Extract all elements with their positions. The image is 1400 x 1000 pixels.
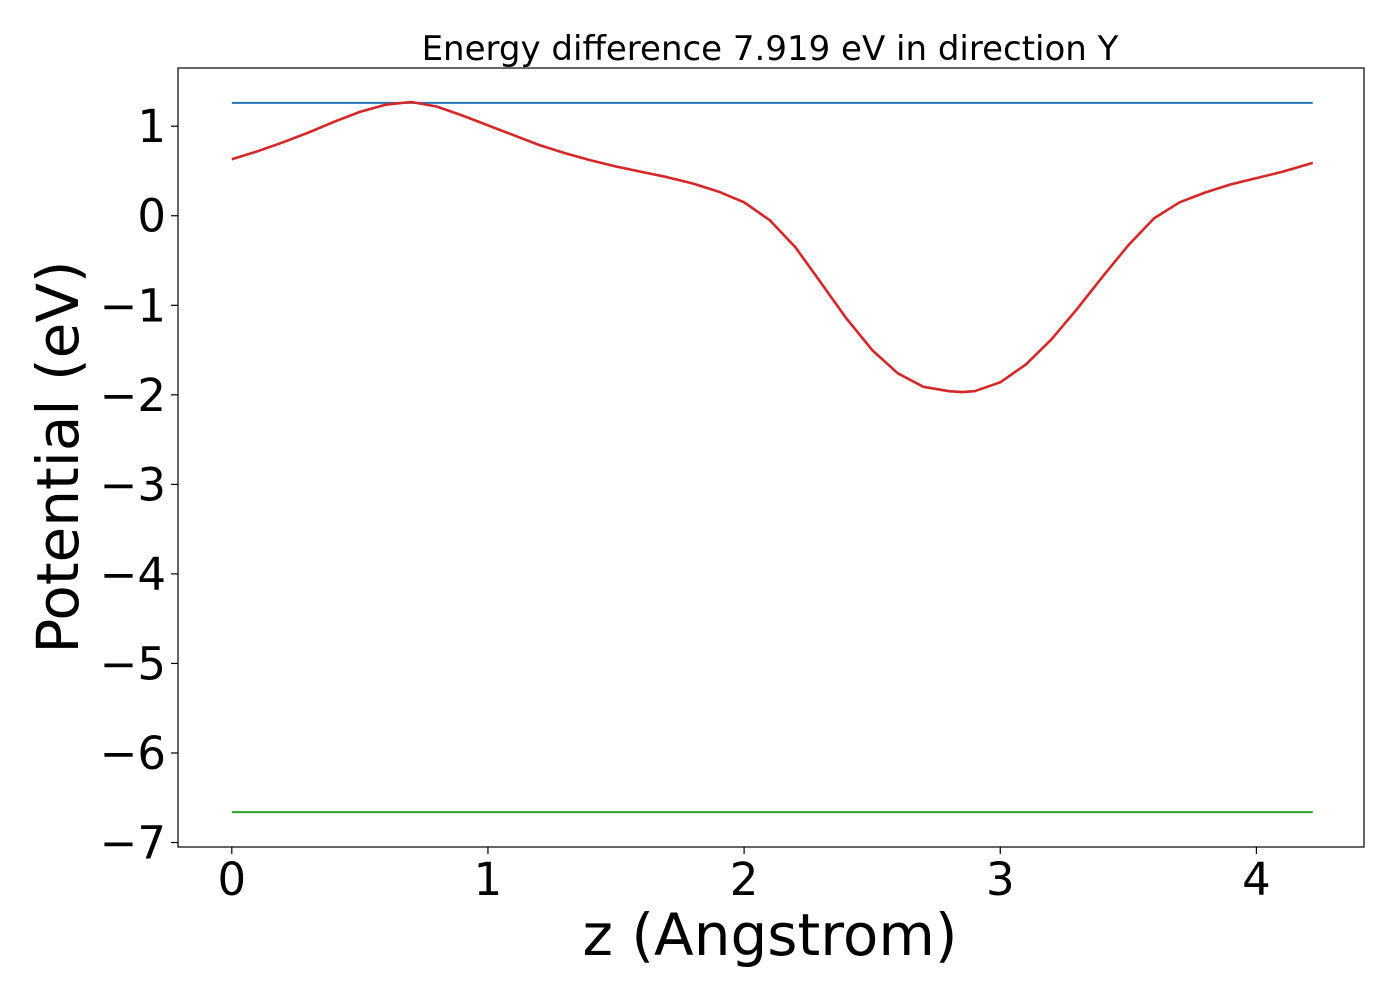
y-axis-label: Potential (eV): [24, 260, 92, 653]
x-axis-label: z (Angstrom): [583, 901, 958, 969]
y-tick-label: −4: [100, 548, 166, 601]
x-tick-label: 0: [217, 853, 246, 906]
plot-area: [231, 100, 1314, 814]
x-tick-label: 4: [1242, 853, 1271, 906]
x-tick-label: 3: [986, 853, 1015, 906]
y-tick-label: −3: [100, 458, 166, 511]
chart-title: Energy difference 7.919 eV in direction …: [422, 29, 1119, 69]
y-tick-label: −1: [100, 279, 166, 332]
y-tick-label: −6: [100, 727, 166, 780]
y-tick-label: 0: [137, 190, 166, 243]
y-tick-label: −5: [100, 637, 166, 690]
x-tick-label: 1: [474, 853, 503, 906]
x-axis-ticks: 0 1 2 3 4: [217, 847, 1271, 906]
y-axis-ticks: 1 0 −1 −2 −3 −4 −5 −6 −7: [100, 100, 178, 870]
y-tick-label: 1: [137, 100, 166, 153]
y-tick-label: −2: [100, 369, 166, 422]
axes-frame: [177, 67, 1365, 848]
x-tick-label: 2: [730, 853, 759, 906]
series-line-2: [231, 100, 1314, 394]
y-tick-label: −7: [100, 817, 166, 870]
